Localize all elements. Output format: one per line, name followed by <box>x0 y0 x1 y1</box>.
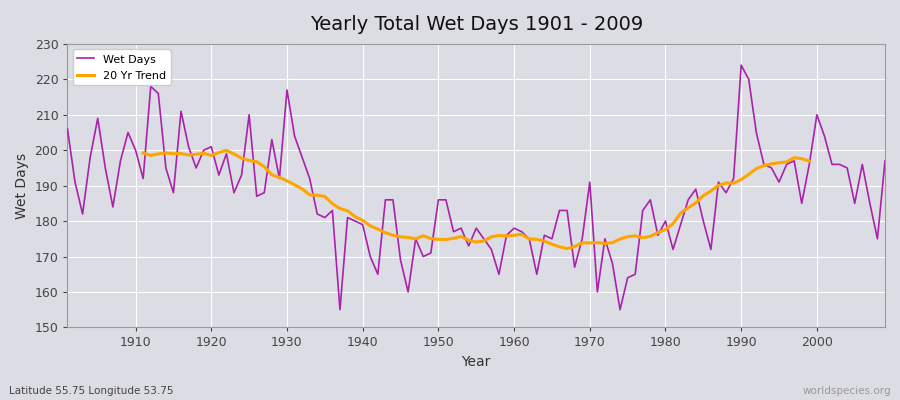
Line: Wet Days: Wet Days <box>68 65 885 310</box>
Legend: Wet Days, 20 Yr Trend: Wet Days, 20 Yr Trend <box>73 50 171 86</box>
20 Yr Trend <box>229 152 239 156</box>
Title: Yearly Total Wet Days 1901 - 2009: Yearly Total Wet Days 1901 - 2009 <box>310 15 643 34</box>
Line: 20 Yr Trend: 20 Yr Trend <box>143 150 809 248</box>
20 Yr Trend <box>282 178 292 183</box>
Wet Days <box>508 226 519 230</box>
Wet Days <box>289 134 300 138</box>
20 Yr Trend <box>402 235 413 240</box>
20 Yr Trend <box>486 234 497 239</box>
20 Yr Trend <box>138 151 148 156</box>
Wet Days <box>335 307 346 312</box>
Y-axis label: Wet Days: Wet Days <box>15 152 29 219</box>
Wet Days <box>517 229 527 234</box>
20 Yr Trend <box>804 159 814 164</box>
Wet Days <box>608 261 618 266</box>
Text: Latitude 55.75 Longitude 53.75: Latitude 55.75 Longitude 53.75 <box>9 386 174 396</box>
Wet Days <box>122 130 133 135</box>
20 Yr Trend <box>221 148 232 153</box>
20 Yr Trend <box>206 153 217 158</box>
X-axis label: Year: Year <box>462 355 490 369</box>
20 Yr Trend <box>743 172 754 177</box>
20 Yr Trend <box>562 246 572 251</box>
Wet Days <box>342 215 353 220</box>
Text: worldspecies.org: worldspecies.org <box>803 386 891 396</box>
Wet Days <box>736 63 747 68</box>
Wet Days <box>879 158 890 163</box>
Wet Days <box>62 126 73 131</box>
